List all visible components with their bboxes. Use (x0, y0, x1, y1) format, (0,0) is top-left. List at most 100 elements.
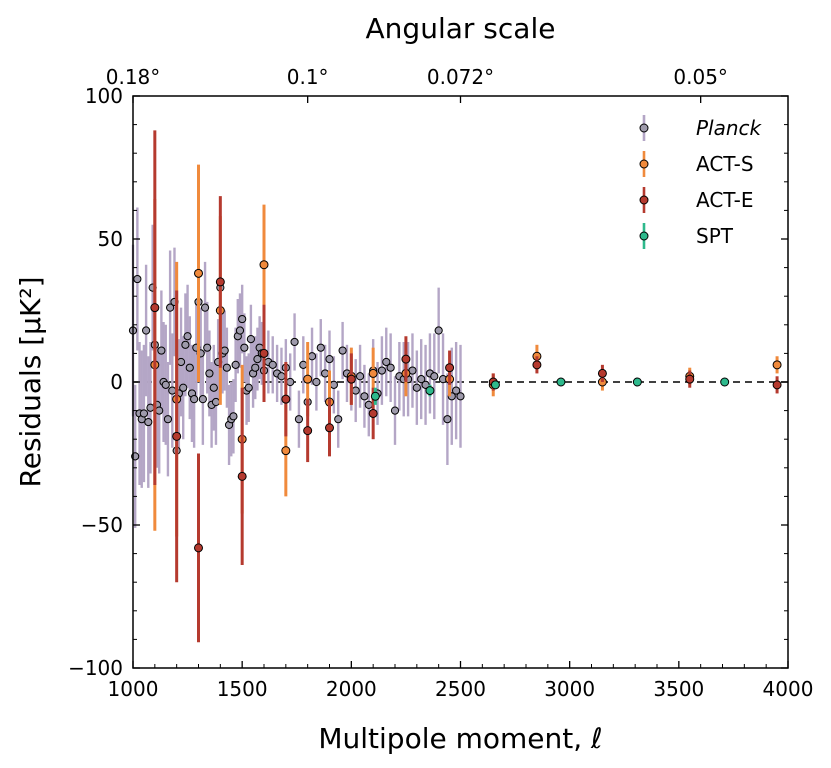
planck-point (321, 369, 330, 378)
planck-point (456, 392, 465, 401)
act-e-series (150, 130, 782, 643)
legend-label: SPT (696, 224, 734, 248)
legend-marker-swatch (639, 195, 649, 205)
legend-item-act-s: ACT-S (639, 151, 754, 177)
planck-point (181, 340, 190, 349)
planck-point (238, 314, 247, 324)
planck-point (452, 386, 461, 395)
planck-point (246, 335, 255, 344)
planck-point (185, 363, 194, 372)
planck-point (390, 406, 400, 415)
act-e-point (303, 426, 313, 436)
top-tick-label: 0.18° (106, 65, 161, 89)
planck-point (334, 415, 343, 424)
y-tick-label: 0 (110, 370, 123, 394)
legend-item-spt: SPT (639, 223, 734, 249)
planck-point (360, 392, 369, 401)
planck-point (222, 363, 231, 372)
spt-point (720, 377, 730, 387)
planck-point (382, 357, 391, 367)
planck-point (307, 352, 317, 361)
legend-label: ACT-E (696, 188, 754, 212)
top-axis-title: Angular scale (366, 12, 556, 45)
planck-point (351, 386, 360, 395)
y-tick-label: 50 (98, 227, 123, 251)
axes-layer: 1000 1500 2000 2500 3000 3500 4000 −100 −50 0 50 10… (68, 65, 813, 701)
legend-marker-swatch (639, 159, 649, 169)
legend-marker-swatch (639, 231, 649, 241)
planck-point (312, 377, 321, 387)
x-axis-title: Multipole moment, ℓ (318, 722, 602, 755)
spt-point (632, 377, 642, 387)
planck-point (412, 383, 421, 392)
planck-point (235, 326, 245, 335)
planck-point (253, 355, 262, 364)
x-tick-label: 3500 (653, 677, 704, 701)
planck-point (144, 417, 153, 427)
planck-series (128, 207, 465, 528)
planck-point (220, 346, 229, 355)
x-tick-label: 4000 (763, 677, 814, 701)
act-e-point (281, 394, 291, 404)
planck-point (203, 343, 212, 352)
planck-point (290, 337, 299, 347)
act-e-point (194, 543, 203, 553)
y-tick-label: 100 (85, 84, 123, 108)
x-tick-label: 1500 (217, 677, 268, 701)
planck-point (329, 380, 338, 389)
planck-point (244, 383, 253, 392)
act-e-point (172, 431, 182, 441)
planck-point (286, 377, 295, 387)
planck-point (161, 380, 170, 389)
x-tick-label: 2500 (435, 677, 486, 701)
planck-point (325, 355, 334, 364)
planck-point (417, 375, 426, 384)
act-s-point (259, 260, 269, 270)
planck-point (231, 360, 240, 369)
planck-point (268, 360, 277, 369)
spt-point (370, 391, 380, 401)
planck-point (251, 363, 260, 372)
planck-point (163, 415, 173, 424)
top-tick-label: 0.1° (287, 65, 329, 89)
planck-point (142, 326, 151, 335)
act-e-point (346, 374, 356, 384)
legend-item-planck: Planck (639, 115, 763, 141)
act-e-point (325, 423, 334, 433)
planck-point (200, 303, 210, 312)
act-s-point (368, 368, 378, 378)
planck-point (229, 412, 238, 421)
spt-point (425, 386, 435, 396)
y-tick-label: −50 (81, 513, 123, 537)
planck-point (209, 383, 218, 392)
planck-point (139, 409, 149, 418)
spt-series (370, 377, 730, 405)
y-tick-label: −100 (68, 656, 123, 680)
planck-point (198, 395, 207, 404)
planck-point (277, 372, 286, 381)
spt-point (490, 380, 500, 390)
planck-point (430, 372, 439, 381)
planck-point (155, 406, 164, 415)
planck-point (133, 274, 142, 284)
x-tick-label: 1000 (108, 677, 159, 701)
planck-point (294, 415, 304, 424)
act-e-point (685, 374, 695, 384)
planck-point (443, 415, 452, 424)
act-e-point (237, 471, 247, 481)
planck-point (190, 395, 199, 404)
planck-point (211, 397, 221, 407)
y-axis-title: Residuals [μK²] (14, 277, 47, 488)
spt-point (556, 377, 566, 387)
act-s-point (281, 446, 291, 456)
plot-content (128, 130, 788, 643)
top-tick-label: 0.05° (673, 65, 728, 89)
planck-point (176, 357, 186, 367)
planck-point (299, 360, 308, 369)
planck-point (355, 372, 365, 381)
planck-point (316, 343, 325, 352)
act-e-point (532, 360, 542, 370)
planck-point (205, 369, 214, 378)
planck-point (386, 363, 395, 372)
